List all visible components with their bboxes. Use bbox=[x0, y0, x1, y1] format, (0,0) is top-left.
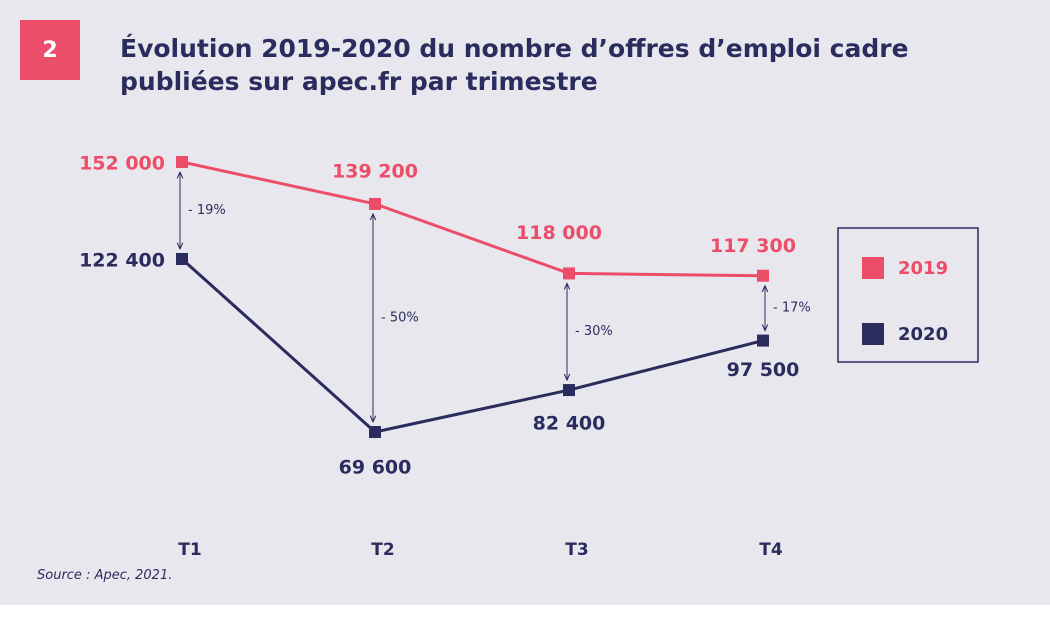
value-label: 139 200 bbox=[332, 160, 418, 182]
legend-label: 2020 bbox=[898, 324, 948, 345]
source: Source : Apec, 2021. bbox=[37, 568, 173, 583]
point bbox=[369, 426, 381, 438]
point bbox=[563, 384, 575, 397]
x-tick-label: T3 bbox=[565, 540, 588, 560]
point bbox=[757, 334, 769, 347]
series-line bbox=[180, 257, 764, 434]
value-label: 82 400 bbox=[533, 413, 606, 435]
value-label: 117 300 bbox=[710, 235, 796, 257]
legend-swatch bbox=[862, 323, 884, 345]
annotation: - 17% bbox=[773, 301, 811, 316]
value-label: 69 600 bbox=[339, 457, 412, 479]
chart-title: Évolution 2019-2020 du nombre d’offres d… bbox=[120, 34, 909, 96]
point bbox=[757, 269, 769, 282]
annotation: - 30% bbox=[575, 324, 613, 339]
point bbox=[176, 252, 188, 265]
value-label: 152 000 bbox=[79, 153, 165, 175]
page: 2 Évolution 2019-2020 du nombre d’offres… bbox=[0, 0, 1050, 605]
value-label: 122 400 bbox=[79, 249, 165, 271]
legend-swatch bbox=[862, 257, 884, 279]
point bbox=[176, 156, 188, 168]
x-tick-label: T4 bbox=[759, 540, 783, 560]
x-tick-label: T2 bbox=[371, 540, 394, 560]
annotation: - 50% bbox=[381, 310, 419, 325]
legend-label: 2019 bbox=[898, 258, 948, 279]
value-label: 97 500 bbox=[727, 359, 800, 381]
annotation: - 19% bbox=[188, 203, 226, 218]
badge: 2 bbox=[20, 20, 80, 80]
series-line bbox=[181, 160, 764, 278]
x-tick-label: T1 bbox=[178, 540, 201, 560]
chart: T1 T2 T3 T4 - 19% - 50% - 30% - 17% 152 000 139 2… bbox=[79, 153, 979, 560]
point bbox=[563, 267, 575, 280]
point bbox=[369, 197, 381, 210]
value-label: 118 000 bbox=[516, 222, 602, 244]
legend-box bbox=[837, 227, 979, 363]
